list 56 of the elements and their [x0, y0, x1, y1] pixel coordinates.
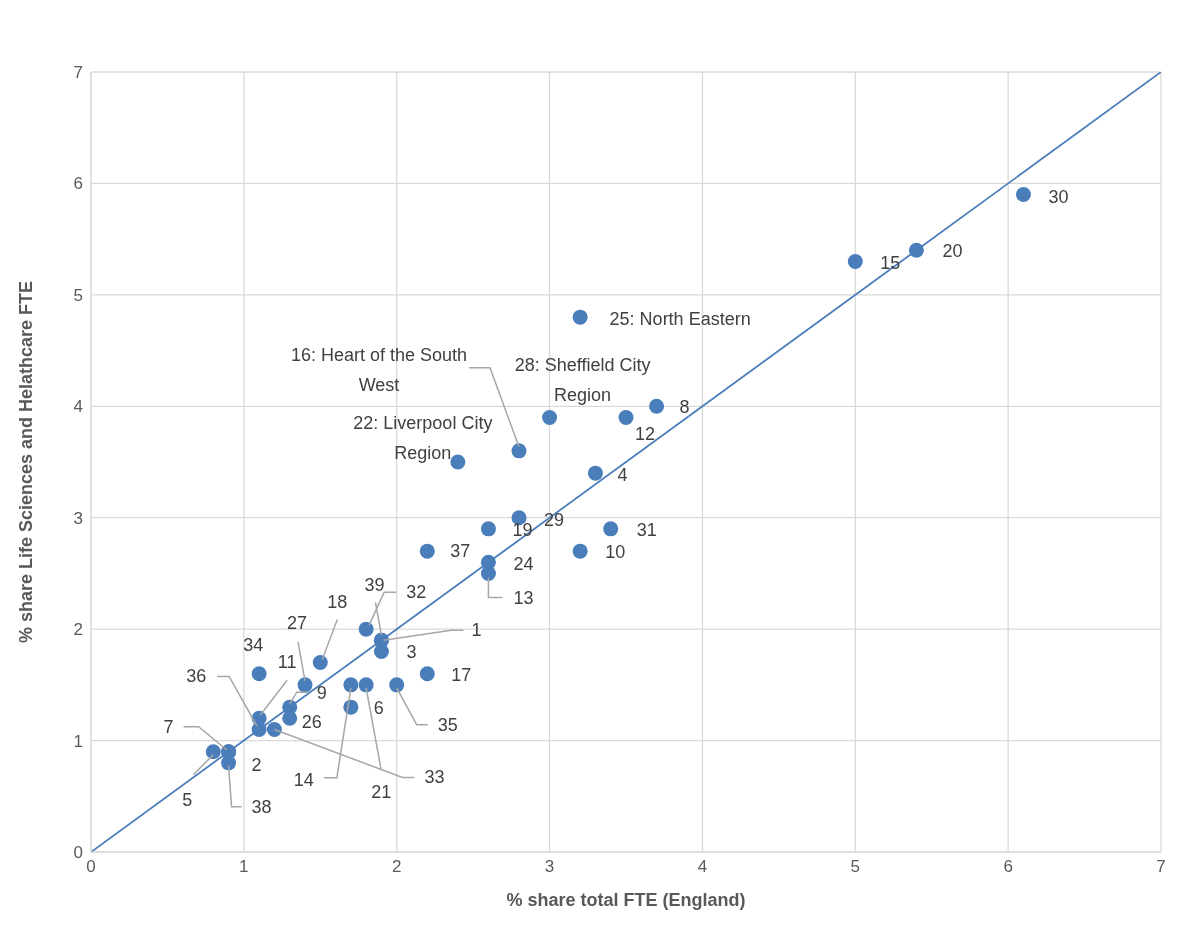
annotation: 31 [636, 519, 657, 540]
annotation: 35 [437, 714, 458, 735]
annotation: 9 [316, 683, 327, 704]
x-axis-title: % share total FTE (England) [506, 890, 746, 910]
annotation: 11 [277, 652, 297, 673]
annotation: 1 [471, 620, 482, 641]
annotation: 15 [880, 253, 901, 274]
x-tick-label: 5 [850, 857, 861, 877]
annotation: 21 [371, 781, 392, 802]
annotation: 10 [605, 542, 626, 563]
y-tick-label: 1 [73, 731, 83, 751]
annotation: 13 [513, 588, 534, 609]
annotation: 37 [450, 541, 471, 562]
x-tick-label: 3 [544, 857, 555, 877]
annotation: 36 [186, 666, 207, 687]
annotation: 14 [293, 769, 314, 790]
annotation: 27 [286, 612, 308, 633]
annotation: 8 [679, 397, 690, 418]
y-tick-label: 3 [73, 508, 83, 528]
annotation: 22: Liverpool City Region [353, 413, 493, 463]
annotation: 26 [301, 712, 322, 733]
annotation: 6 [373, 698, 384, 719]
y-tick-label: 6 [73, 174, 83, 194]
y-tick-label: 4 [73, 397, 83, 417]
annotation: 7 [163, 716, 174, 737]
y-tick-label: 0 [73, 843, 83, 863]
y-tick-label: 7 [73, 63, 83, 83]
y-tick-label: 2 [73, 620, 83, 640]
annotation: 24 [513, 554, 534, 575]
annotation: 17 [451, 664, 472, 685]
annotation: 3 [406, 642, 417, 663]
annotation: 2 [251, 754, 262, 775]
x-tick-label: 7 [1156, 857, 1166, 877]
x-tick-label: 0 [86, 857, 96, 877]
annotation: 30 [1048, 186, 1069, 207]
y-axis-title: % share Life Sciences and Helathcare FTE [16, 280, 37, 644]
annotation: 16: Heart of the South West [290, 344, 468, 395]
annotation: 33 [424, 767, 445, 788]
x-tick-label: 6 [1003, 857, 1013, 877]
x-tick-label: 4 [697, 857, 708, 877]
annotation: 12 [634, 424, 656, 445]
annotation: 4 [617, 465, 628, 486]
x-tick-label: 2 [391, 857, 402, 877]
annotation: 38 [251, 796, 272, 817]
annotation: 32 [406, 582, 427, 603]
annotation: 5 [182, 789, 193, 810]
annotation: 39 [364, 575, 385, 596]
annotation: 29 [543, 509, 565, 530]
annotation: 34 [243, 634, 264, 655]
annotation: 20 [942, 241, 963, 262]
annotation: 19 [512, 519, 533, 540]
annotation: 28: Sheffield City Region [514, 355, 651, 406]
x-tick-label: 1 [239, 857, 249, 877]
y-tick-label: 5 [73, 285, 83, 305]
annotation: 18 [327, 591, 348, 612]
annotation: 25: North Eastern [609, 309, 751, 330]
